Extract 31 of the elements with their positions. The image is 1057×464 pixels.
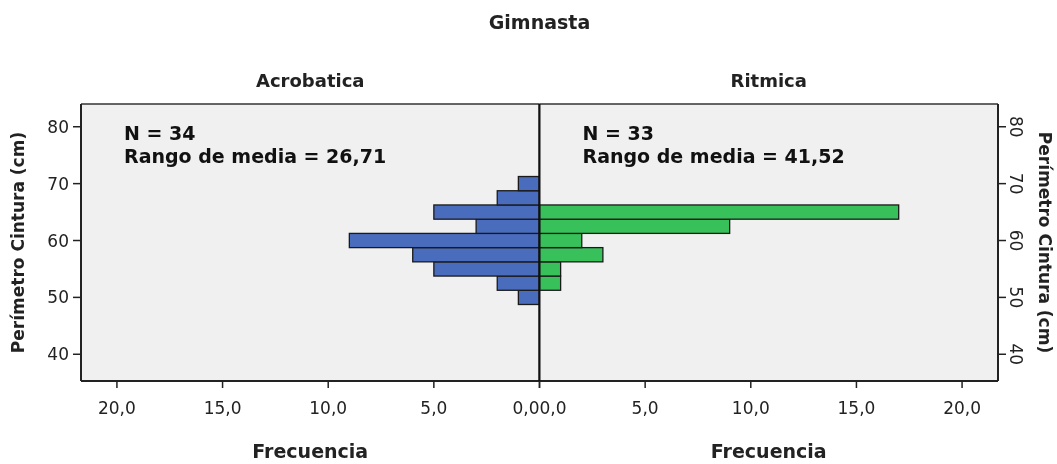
x-tick-label: 10,0 [731, 398, 770, 418]
x-tick-label: 5,0 [631, 398, 659, 418]
annotation: Rango de media = 26,71 [124, 145, 387, 167]
x-tick-label: 5,0 [420, 398, 448, 418]
chart-title: Gimnasta [488, 11, 591, 33]
x-tick-label: 0,0 [539, 398, 567, 418]
y-axis-title: Perímetro Cintura (cm) [8, 131, 28, 354]
y-tick-label: 50 [1006, 286, 1026, 309]
x-axis-title: Frecuencia [710, 440, 827, 462]
x-tick-label: 0,0 [512, 398, 540, 418]
chart-subtitle: Ritmica [730, 70, 807, 91]
x-axis-title: Frecuencia [252, 440, 369, 462]
y-tick-label: 70 [1006, 172, 1026, 195]
y-tick-label: 60 [47, 230, 69, 251]
y-tick-label: 80 [47, 116, 69, 137]
x-tick-label: 20,0 [943, 398, 982, 418]
x-tick-label: 15,0 [203, 398, 242, 418]
chart-subtitle: Acrobatica [256, 70, 365, 91]
y-axis-title: Perímetro Cintura (cm) [1035, 131, 1055, 354]
y-tick-label: 80 [1006, 115, 1026, 138]
x-tick-label: 20,0 [97, 398, 136, 418]
annotation: Rango de media = 41,52 [582, 145, 845, 167]
y-tick-label: 40 [47, 344, 69, 365]
y-tick-label: 70 [47, 173, 69, 194]
y-tick-label: 50 [47, 287, 69, 308]
x-tick-label: 10,0 [309, 398, 348, 418]
annotation: N = 34 [124, 122, 196, 144]
y-tick-label: 60 [1006, 229, 1026, 252]
y-tick-label: 40 [1006, 343, 1026, 366]
x-tick-label: 15,0 [837, 398, 876, 418]
annotation: N = 33 [582, 122, 654, 144]
